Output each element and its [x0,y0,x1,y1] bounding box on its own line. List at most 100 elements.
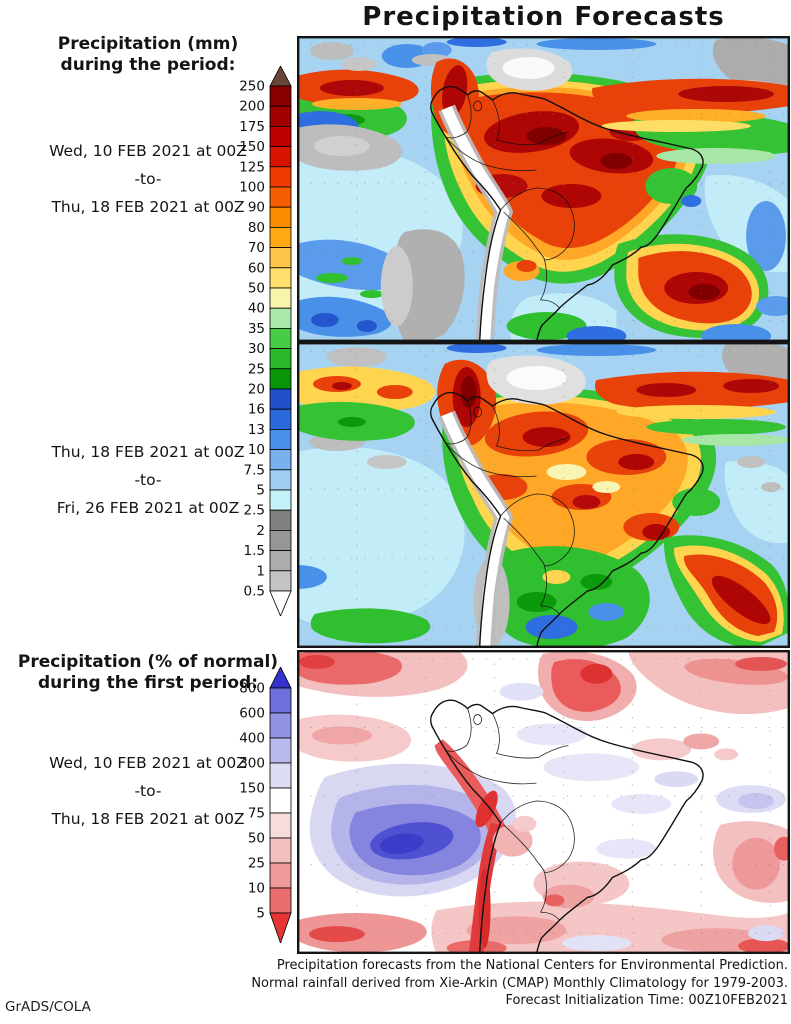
colorbar-segment [269,787,292,814]
section1-heading-line1: Precipitation (mm) [57,34,239,54]
colorbar-tick-label: 13 [248,422,265,438]
colorbar-arrow-up [269,66,292,87]
colorbar-segment [269,105,292,127]
colorbar-tick-label: 300 [239,756,265,772]
section1-period: Wed, 10 FEB 2021 at 00Z -to- Thu, 18 FEB… [0,142,296,226]
colorbar-segment [269,428,292,450]
map-panel-precip-mm-period1 [297,36,790,342]
colorbar-percent-svg: 800 600 400 300 150 75 50 25 10 5 [239,667,292,943]
colorbar-segment [269,166,292,188]
colorbar-segment [269,206,292,228]
colorbar-segment [269,469,292,491]
colorbar-tick-label: 10 [248,442,265,458]
colorbar-segment [269,837,292,864]
footer-line3: Forecast Initialization Time: 00Z10FEB20… [505,993,788,1008]
colorbar-tick-label: 800 [239,681,265,697]
colorbar-tick-label: 60 [248,260,265,276]
colorbar-tick-label: 7.5 [244,462,265,478]
period3-separator: -to- [134,782,162,800]
colorbar-tick-label: 1 [256,563,265,579]
colorbar-segment [269,85,292,107]
colorbar-segment [269,489,292,511]
colorbar-tick-label: 10 [248,881,265,897]
colorbar-arrow-down [269,590,292,616]
section1-heading-line2: during the period: [60,55,236,75]
colorbar-tick-label: 50 [248,281,265,297]
section3-heading: Precipitation (% of normal) during the f… [0,652,296,694]
colorbar-segment [269,126,292,148]
colorbar-tick-label: 150 [239,781,265,797]
colorbar-segment [269,307,292,329]
colorbar-tick-label: 80 [248,220,265,236]
colorbar-segment [269,186,292,208]
colorbar-segment [269,348,292,370]
colorbar-arrow-down [269,912,292,943]
colorbar-segment [269,737,292,764]
colorbar-tick-label: 30 [248,341,265,357]
colorbar-tick-label: 175 [239,119,265,135]
colorbar-tick-label: 5 [256,906,265,922]
colorbar-tick-label: 25 [248,361,265,377]
footer-line2: Normal rainfall derived from Xie-Arkin (… [251,975,788,991]
period1-end: Thu, 18 FEB 2021 at 00Z [51,198,245,216]
colorbar-arrow-up [269,667,292,689]
colorbar-mm-svg: 2502001751501251009080706050403530252016… [239,66,292,616]
period2-start: Thu, 18 FEB 2021 at 00Z [51,443,245,461]
colorbar-segment [269,247,292,269]
colorbar-segment [269,712,292,739]
section1-heading: Precipitation (mm) during the period: [0,34,296,76]
colorbar-tick-label: 25 [248,856,265,872]
colorbar-tick-label: 16 [248,402,265,418]
colorbar-tick-label: 2 [256,523,265,539]
page-title: Precipitation Forecasts [362,2,725,32]
period1-separator: -to- [134,170,162,188]
colorbar-tick-label: 35 [248,321,265,337]
footer-attribution: Precipitation forecasts from the Nationa… [228,957,788,1010]
section3-heading-line2: during the first period: [37,673,259,693]
colorbar-segment [269,449,292,471]
map-panel-precip-mm-period2 [297,342,790,648]
colorbar-segment [269,887,292,914]
colorbar-tick-label: 200 [239,99,265,115]
colorbar-segment [269,368,292,390]
colorbar-segment [269,812,292,839]
map-panel-precip-percent-period1 [297,650,790,954]
colorbar-tick-label: 2.5 [244,503,265,519]
colorbar-percent: 800 600 400 300 150 75 50 25 10 5 [234,667,296,943]
colorbar-segment [269,687,292,714]
colorbar-segment [269,287,292,309]
colorbar-segment [269,570,292,592]
footer-line1: Precipitation forecasts from the Nationa… [276,958,788,973]
section3-heading-line1: Precipitation (% of normal) [17,652,279,672]
colorbar-segment [269,862,292,889]
colorbar-segment [269,226,292,248]
colorbar-tick-label: 5 [256,483,265,499]
colorbar-tick-label: 400 [239,731,265,747]
section3-period: Wed, 10 FEB 2021 at 00Z -to- Thu, 18 FEB… [0,754,296,838]
colorbar-segment [269,327,292,349]
colorbar-tick-label: 0.5 [244,584,265,600]
period3-end: Thu, 18 FEB 2021 at 00Z [51,810,245,828]
colorbar-tick-label: 100 [239,180,265,196]
colorbar-segment [269,408,292,430]
colorbar-mm: 250 200 175 150 125 100 90 80 70 60 50 40 35 30 25 20 16… [234,66,296,616]
colorbar-tick-label: 125 [239,159,265,175]
colorbar-tick-label: 70 [248,240,265,256]
colorbar-tick-label: 250 [239,79,265,95]
period1-start: Wed, 10 FEB 2021 at 00Z [49,142,247,160]
colorbar-segment [269,762,292,789]
colorbar-segment [269,146,292,168]
colorbar-tick-label: 40 [248,301,265,317]
colorbar-tick-label: 1.5 [244,543,265,559]
colorbar-segment [269,388,292,410]
period2-end: Fri, 26 FEB 2021 at 00Z [56,499,240,517]
period2-separator: -to- [134,471,162,489]
colorbar-tick-label: 150 [239,139,265,155]
colorbar-tick-label: 75 [248,806,265,822]
colorbar-segment [269,267,292,289]
grads-cola-credit: GrADS/COLA [5,999,91,1015]
colorbar-tick-label: 90 [248,200,265,216]
colorbar-segment [269,529,292,551]
colorbar-segment [269,550,292,572]
